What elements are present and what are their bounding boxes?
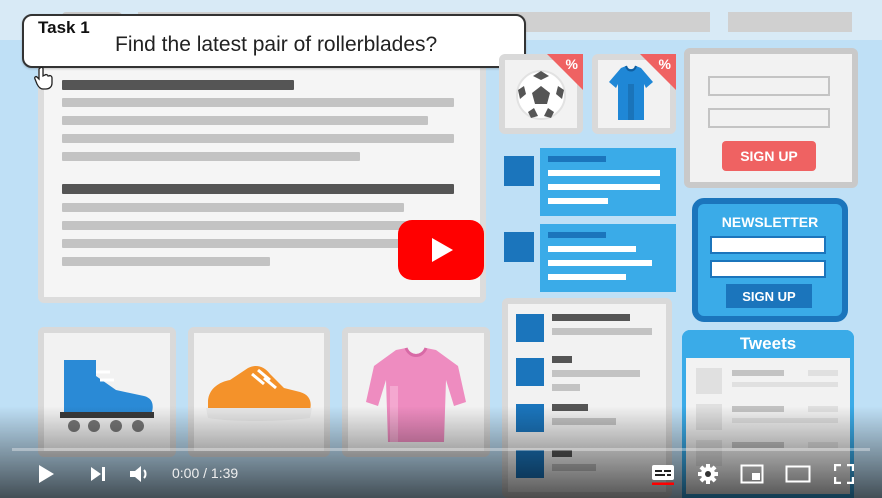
list-heading-bar [548,232,606,238]
list-text-line [548,274,626,280]
feed-thumb [516,358,544,386]
text-line [62,203,404,212]
feed-line [552,370,640,377]
play-button[interactable] [30,458,62,490]
captions-icon [651,463,675,485]
settings-button[interactable] [692,458,724,490]
tweet-line [732,370,784,376]
tweets-header: Tweets [682,330,854,358]
list-text-line [548,198,608,204]
text-line [62,98,454,107]
newsletter-signup-button: SIGN UP [726,284,812,308]
list-bullet [504,232,534,262]
discount-badge: % [547,54,583,90]
article-heading-1 [62,80,294,90]
text-line [62,239,414,248]
time-separator: / [199,465,211,481]
text-line [62,221,454,230]
theater-icon [785,465,811,483]
task-prompt: Find the latest pair of rollerblades? [115,33,438,56]
list-heading-bar [548,156,606,162]
fullscreen-icon [834,464,854,484]
task-label: Task 1 [38,18,90,37]
next-icon [89,465,107,483]
list-text-line [548,260,652,266]
newsletter-field [710,260,826,278]
controls-gradient [0,406,882,498]
tweet-avatar [696,368,722,394]
signup-button: SIGN UP [722,141,816,171]
text-line [62,152,360,161]
hand-cursor-icon [34,66,54,90]
signup-field [708,108,830,128]
captions-button[interactable] [647,458,679,490]
newsletter-field [710,236,826,254]
discount-badge: % [640,54,676,90]
next-button[interactable] [82,458,114,490]
large-play-button[interactable] [398,220,484,280]
feed-line [552,356,572,363]
feed-thumb [516,314,544,342]
volume-icon [129,464,151,484]
task-callout [22,14,526,68]
time-current: 0:00 [172,465,200,481]
miniplayer-button[interactable] [736,458,768,490]
feed-line [552,314,630,321]
volume-button[interactable] [124,458,156,490]
play-icon [36,464,56,484]
signup-field [708,76,830,96]
fullscreen-button[interactable] [828,458,860,490]
feed-line [552,328,652,335]
list-text-line [548,246,636,252]
tweet-line [808,370,838,376]
tweet-line [732,382,838,387]
time-display: 0:00 / 1:39 [172,465,238,481]
miniplayer-icon [740,464,764,484]
theater-mode-button[interactable] [782,458,814,490]
text-line [62,134,454,143]
list-text-line [548,170,660,176]
list-bullet [504,156,534,186]
text-line [62,257,270,266]
article-heading-2 [62,184,454,194]
progress-bar[interactable] [12,448,870,451]
search-bar [728,12,852,32]
gear-icon [697,463,719,485]
text-line [62,116,428,125]
time-total: 1:39 [210,465,239,481]
feed-line [552,384,580,391]
list-text-line [548,184,660,190]
newsletter-title: NEWSLETTER [721,214,819,230]
